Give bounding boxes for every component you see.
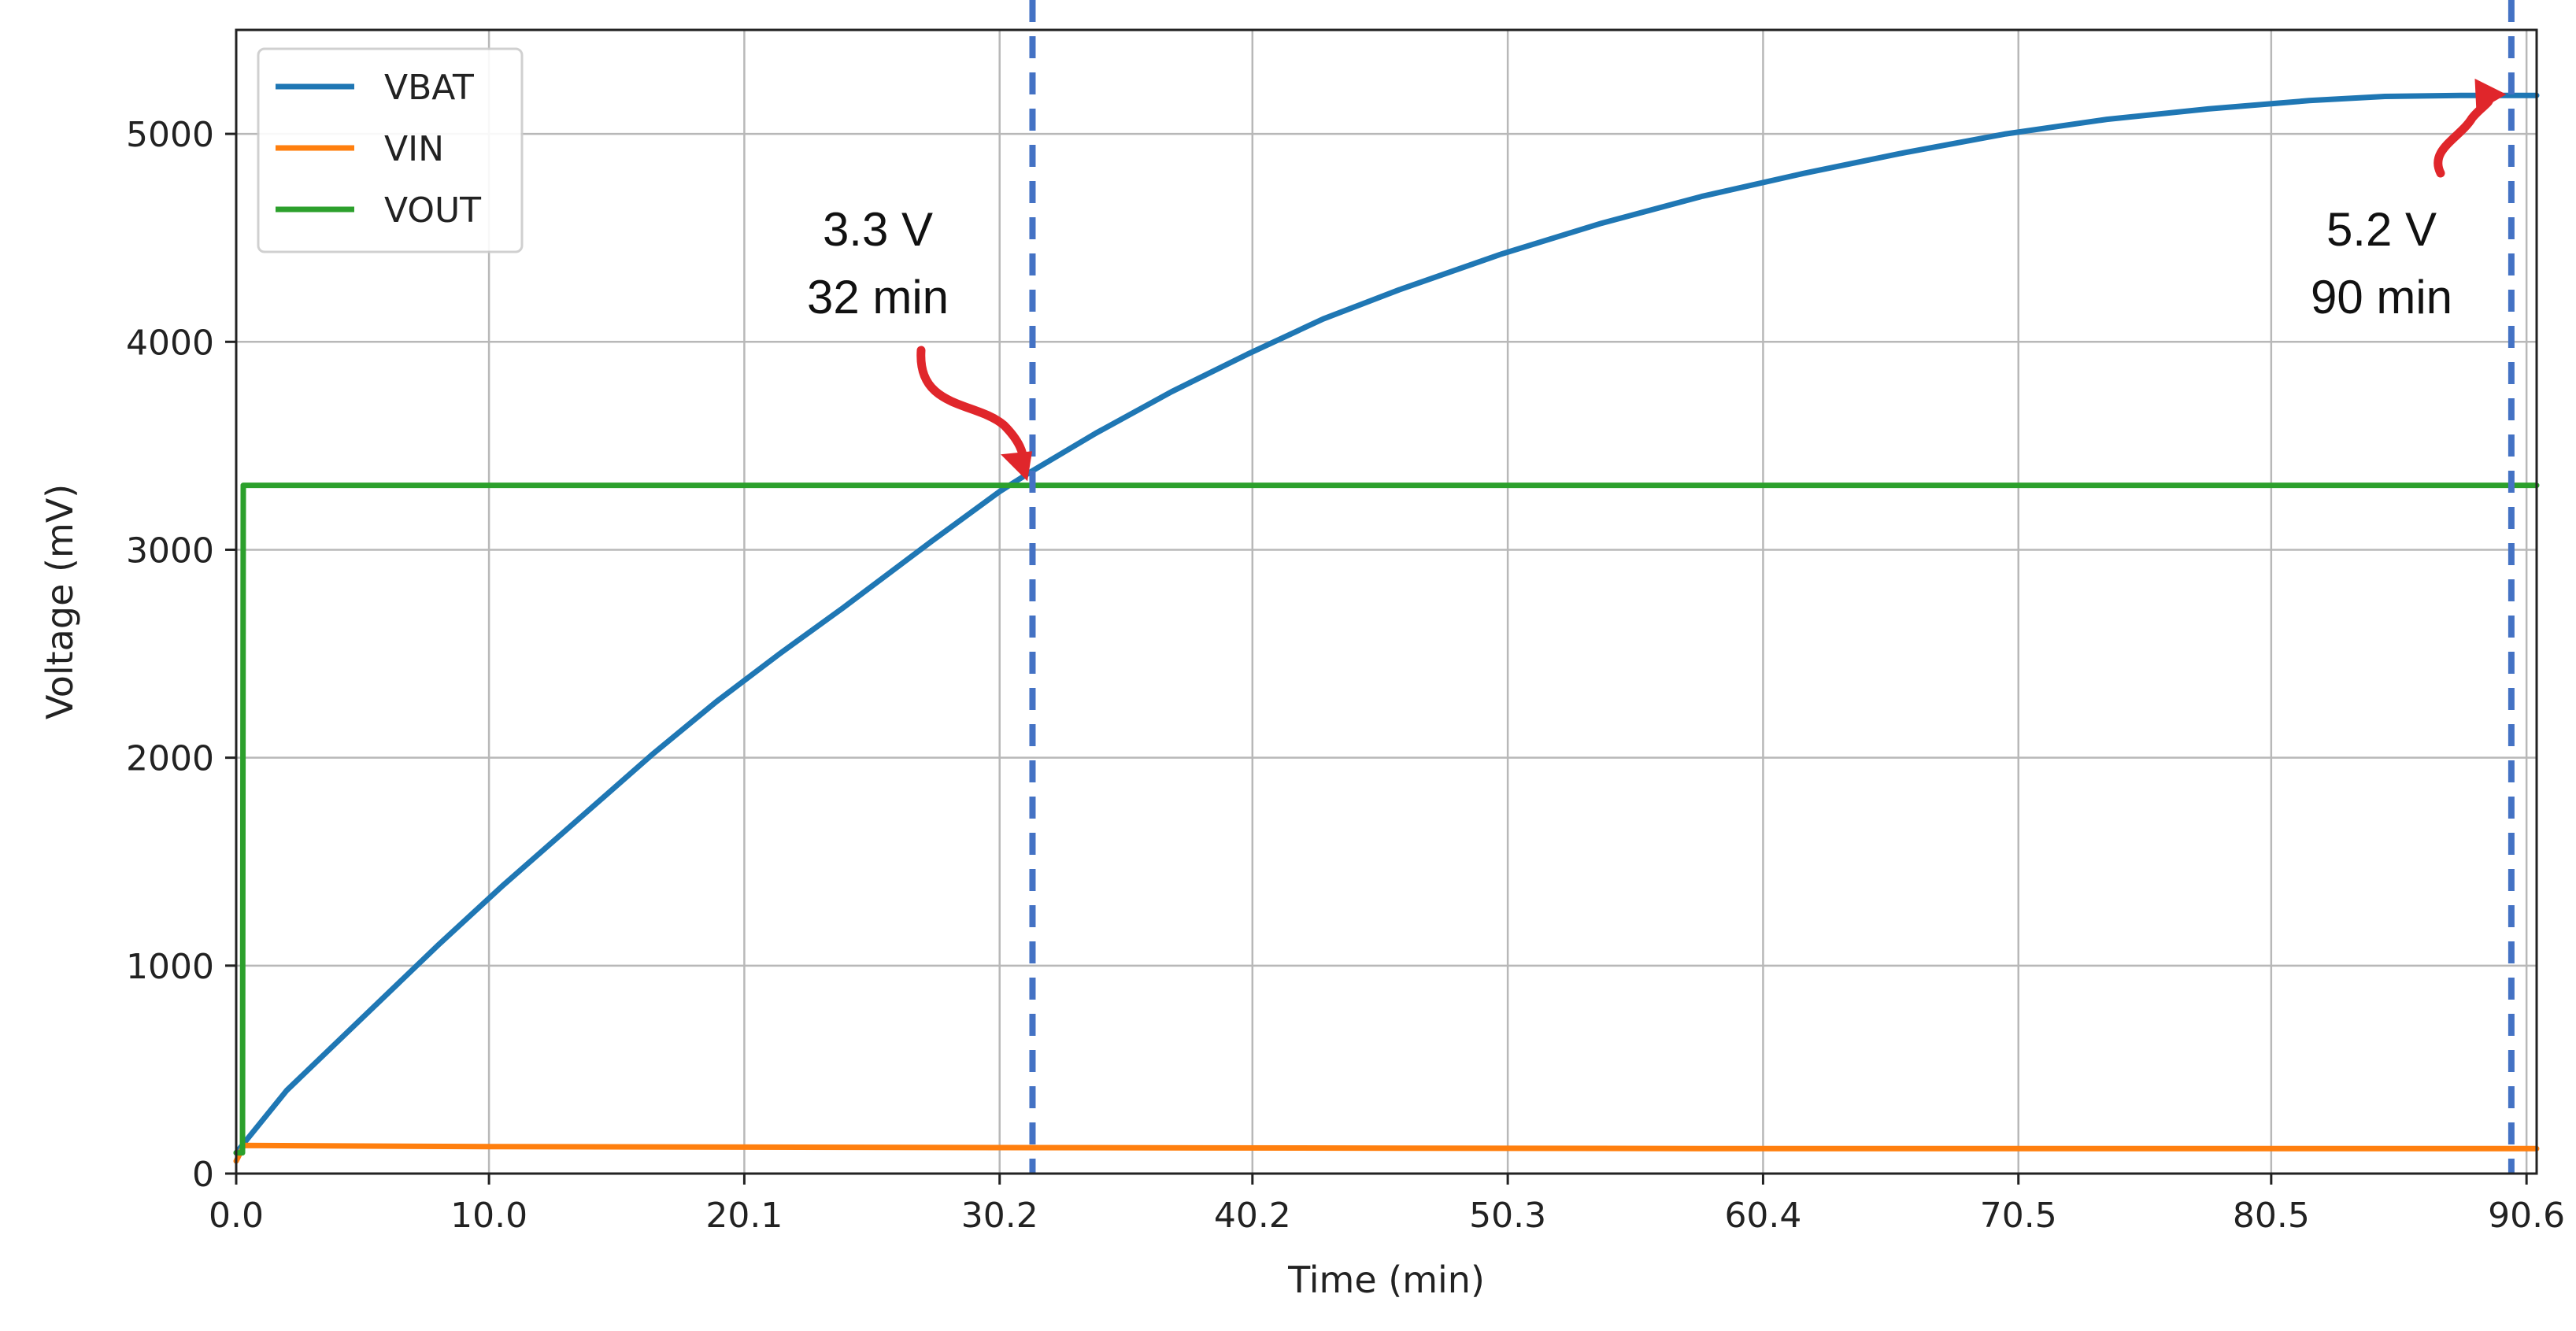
x-tick-label: 40.2 (1214, 1196, 1291, 1236)
y-tick-label: 4000 (126, 323, 214, 363)
x-axis-label: Time (min) (1287, 1259, 1485, 1301)
x-tick-label: 10.0 (450, 1196, 527, 1236)
y-tick-label: 1000 (126, 947, 214, 987)
series-line-vout (233, 482, 2540, 1156)
y-tick-label: 0 (192, 1155, 214, 1195)
x-tick-label: 60.4 (1724, 1196, 1801, 1236)
annotation-time: 32 min (807, 271, 949, 324)
x-tick-label: 30.2 (961, 1196, 1038, 1236)
annotation-arrow (916, 346, 1029, 468)
legend-box (257, 47, 524, 253)
y-tick-label: 3000 (126, 531, 214, 571)
legend-label-vbat: VBAT (384, 68, 474, 108)
series-line-vbat (233, 92, 2540, 1156)
x-tick-label: 80.5 (2233, 1196, 2310, 1236)
annotation-time: 90 min (2311, 271, 2452, 324)
annotation-value: 3.3 V (823, 203, 933, 256)
x-tick-label: 50.3 (1469, 1196, 1546, 1236)
y-tick-label: 2000 (126, 739, 214, 779)
plot-area (236, 30, 2537, 1174)
x-tick-label: 90.6 (2488, 1196, 2565, 1236)
x-tick-label: 0.0 (209, 1196, 264, 1236)
x-tick-label: 70.5 (1980, 1196, 2057, 1236)
legend-label-vin: VIN (384, 129, 444, 169)
annotation-value: 5.2 V (2326, 203, 2437, 256)
y-axis-label: Voltage (mV) (39, 484, 81, 719)
x-tick-label: 20.1 (705, 1196, 783, 1236)
annotation-arrowhead (2474, 78, 2507, 112)
y-tick-label: 5000 (126, 115, 214, 155)
axes-frame (235, 28, 2538, 1175)
legend-label-vout: VOUT (384, 190, 481, 231)
annotation-arrowhead (1001, 451, 1033, 482)
